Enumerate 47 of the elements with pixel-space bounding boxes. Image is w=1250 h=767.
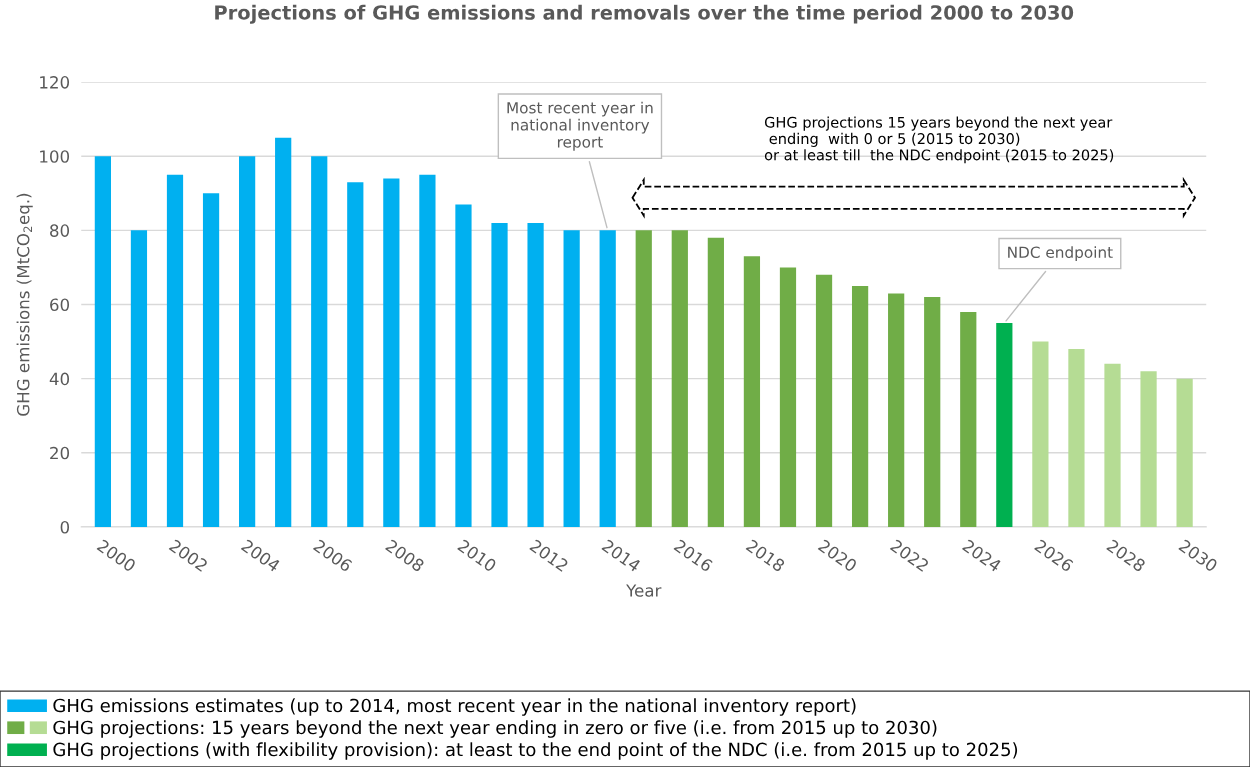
- bar: [1104, 363, 1121, 527]
- bar: [130, 230, 148, 527]
- bar: [924, 297, 941, 527]
- bar: [851, 285, 869, 527]
- bar: [743, 256, 761, 527]
- bar: [1140, 371, 1157, 527]
- y-tick-label: 20: [50, 446, 70, 460]
- y-axis-title: GHG emissions (MtCO$_{2}$eq.): [16, 193, 33, 416]
- bar: [635, 230, 652, 527]
- bar: [166, 174, 184, 527]
- y-tick-label: 100: [40, 150, 70, 163]
- bar: [779, 267, 797, 527]
- y-tick-label: 0: [60, 520, 70, 534]
- bar: [960, 311, 977, 527]
- bar: [94, 156, 111, 527]
- bar: [707, 237, 724, 527]
- bar: [383, 178, 400, 527]
- bar: [1068, 348, 1085, 527]
- y-tick-label: 120: [40, 76, 70, 89]
- bar: [527, 222, 544, 527]
- bar: [239, 156, 256, 527]
- bar: [275, 137, 292, 527]
- y-tick-label: 40: [49, 372, 70, 386]
- legend-label: GHG projections (with flexibility provision): at least to the end point of the NDC (i.e. from 2015 up to 2025): [53, 742, 1018, 760]
- bar: [563, 230, 580, 527]
- bar: [347, 182, 364, 527]
- bar: [202, 193, 220, 527]
- bar: [491, 222, 508, 527]
- y-tick-label: 80: [50, 224, 70, 237]
- bar: [815, 274, 833, 527]
- bar: [311, 156, 328, 527]
- y-tick-label: 60: [50, 298, 70, 312]
- legend-label: GHG emissions estimates (up to 2014, most recent year in the national inventory report): [53, 698, 856, 716]
- bar: [599, 230, 616, 527]
- bar: [888, 293, 905, 527]
- bar: [419, 174, 436, 527]
- bar: [1176, 378, 1193, 527]
- bar: [996, 323, 1013, 527]
- bar: [455, 204, 472, 527]
- annotation: NDC endpoint: [1008, 246, 1113, 261]
- annotation: GHG projections 15 years beyond the next year ending with 0 or 5 (2015 to 2030) or at least till the NDC endpoint (2015 to 2025): [764, 116, 1114, 164]
- bar: [671, 230, 688, 527]
- legend-label: GHG projections: 15 years beyond the next year ending in zero or five (i.e. from 2015 up to 2030): [53, 720, 937, 738]
- annotation: Most recent year in national inventory report: [507, 101, 653, 151]
- chart-title: Projections of GHG emissions and removals over the time period 2000 to 2030: [215, 4, 1074, 24]
- x-axis-title: Year: [626, 584, 662, 597]
- bar: [1032, 341, 1049, 527]
